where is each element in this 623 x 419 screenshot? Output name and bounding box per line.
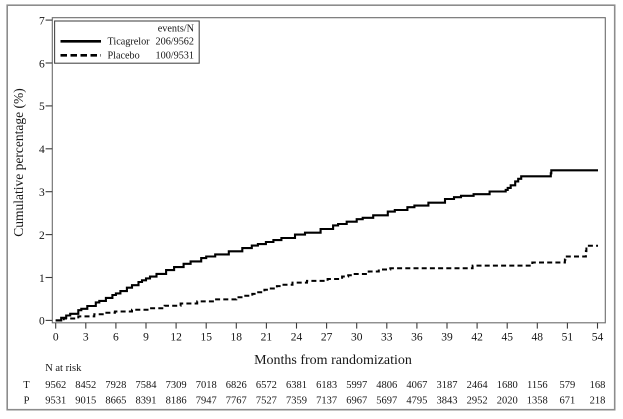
svg-text:7928: 7928 <box>105 380 126 391</box>
svg-text:N at risk: N at risk <box>45 363 82 374</box>
svg-text:3843: 3843 <box>437 396 458 407</box>
svg-text:events/N: events/N <box>158 24 195 35</box>
svg-text:6183: 6183 <box>316 380 337 391</box>
svg-text:36: 36 <box>411 332 423 344</box>
svg-text:8186: 8186 <box>166 396 187 407</box>
svg-text:6381: 6381 <box>286 380 307 391</box>
svg-text:24: 24 <box>291 332 303 344</box>
svg-text:33: 33 <box>381 332 393 344</box>
svg-text:42: 42 <box>471 332 483 344</box>
svg-text:9: 9 <box>143 332 149 344</box>
svg-text:7359: 7359 <box>286 396 307 407</box>
svg-text:T: T <box>23 380 30 391</box>
svg-text:45: 45 <box>501 332 513 344</box>
svg-text:7767: 7767 <box>226 396 247 407</box>
svg-text:Months from randomization: Months from randomization <box>254 353 412 368</box>
svg-text:5: 5 <box>39 101 45 113</box>
svg-text:2952: 2952 <box>467 396 488 407</box>
svg-text:1680: 1680 <box>497 380 518 391</box>
svg-text:6: 6 <box>39 58 45 70</box>
svg-text:2020: 2020 <box>497 396 518 407</box>
svg-text:2: 2 <box>39 230 45 242</box>
svg-text:3187: 3187 <box>437 380 458 391</box>
svg-text:2464: 2464 <box>467 380 489 391</box>
svg-text:671: 671 <box>560 396 576 407</box>
svg-text:7584: 7584 <box>136 380 158 391</box>
svg-text:579: 579 <box>560 380 576 391</box>
svg-text:8391: 8391 <box>136 396 157 407</box>
svg-text:12: 12 <box>170 332 182 344</box>
svg-text:21: 21 <box>261 332 273 344</box>
svg-text:27: 27 <box>321 332 333 344</box>
svg-text:6826: 6826 <box>226 380 247 391</box>
svg-text:9531: 9531 <box>45 396 66 407</box>
svg-text:1358: 1358 <box>527 396 548 407</box>
svg-text:4806: 4806 <box>376 380 397 391</box>
svg-text:7137: 7137 <box>316 396 337 407</box>
svg-text:4067: 4067 <box>406 380 427 391</box>
svg-text:8452: 8452 <box>75 380 96 391</box>
svg-text:51: 51 <box>562 332 574 344</box>
svg-text:4795: 4795 <box>406 396 427 407</box>
svg-text:Cumulative percentage (%): Cumulative percentage (%) <box>11 88 26 236</box>
svg-text:7527: 7527 <box>256 396 277 407</box>
svg-text:6572: 6572 <box>256 380 277 391</box>
svg-text:48: 48 <box>532 332 544 344</box>
svg-text:7018: 7018 <box>196 380 217 391</box>
svg-text:18: 18 <box>231 332 243 344</box>
svg-text:6967: 6967 <box>346 396 367 407</box>
svg-text:9562: 9562 <box>45 380 66 391</box>
svg-text:7: 7 <box>39 15 45 27</box>
svg-text:100/9531: 100/9531 <box>156 51 195 62</box>
svg-text:206/9562: 206/9562 <box>156 37 195 48</box>
svg-text:39: 39 <box>441 332 453 344</box>
svg-text:7947: 7947 <box>196 396 217 407</box>
svg-text:1: 1 <box>39 273 45 285</box>
svg-text:9015: 9015 <box>75 396 96 407</box>
svg-text:P: P <box>24 396 30 407</box>
svg-text:0: 0 <box>39 316 45 328</box>
svg-text:5997: 5997 <box>346 380 367 391</box>
svg-text:3: 3 <box>83 332 89 344</box>
svg-text:30: 30 <box>351 332 363 344</box>
svg-text:218: 218 <box>590 396 606 407</box>
svg-text:3: 3 <box>39 187 45 199</box>
svg-text:4: 4 <box>39 144 45 156</box>
svg-text:54: 54 <box>592 332 604 344</box>
svg-text:0: 0 <box>53 332 59 344</box>
svg-text:8665: 8665 <box>105 396 126 407</box>
svg-text:1156: 1156 <box>527 380 548 391</box>
svg-text:168: 168 <box>590 380 606 391</box>
svg-text:Placebo: Placebo <box>108 51 140 62</box>
svg-text:Ticagrelor: Ticagrelor <box>108 37 151 48</box>
svg-text:15: 15 <box>200 332 212 344</box>
svg-text:5697: 5697 <box>376 396 397 407</box>
svg-text:6: 6 <box>113 332 119 344</box>
svg-text:7309: 7309 <box>166 380 187 391</box>
